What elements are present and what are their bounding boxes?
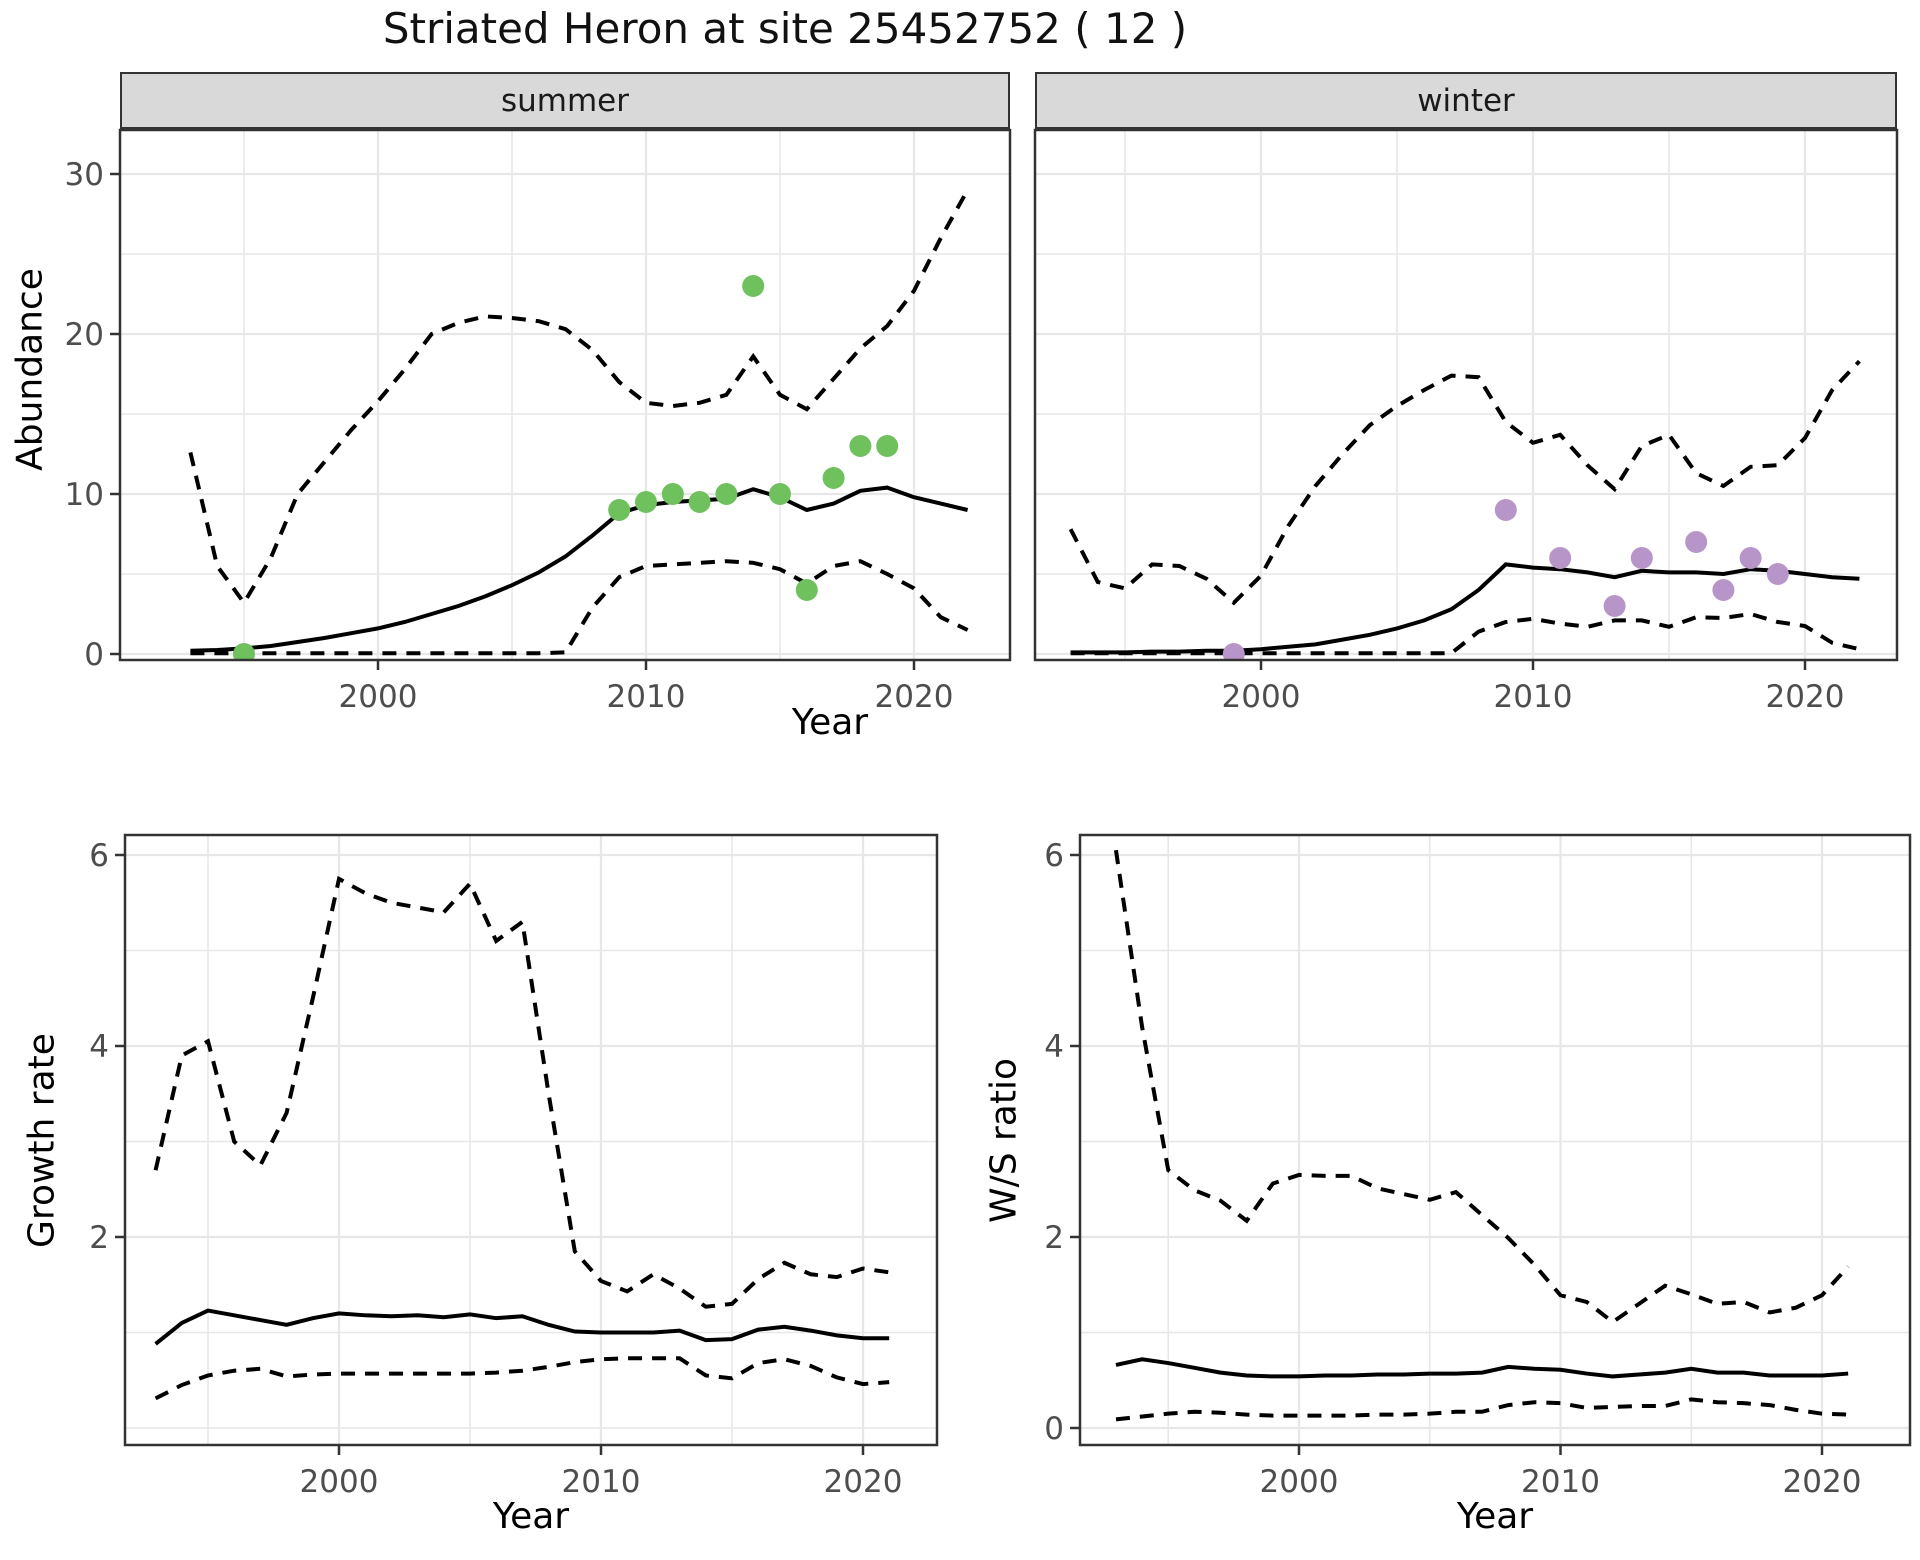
series-upper_ci	[1068, 359, 1861, 606]
axis-ticks: 2000 2010 2020 0 10 20 30	[65, 157, 954, 715]
gridlines	[120, 130, 1010, 660]
series-lower_ci	[1070, 611, 1860, 656]
series-median	[154, 1308, 890, 1346]
axis-ticks: 2000 2010 2020 2 4 6	[89, 838, 902, 1500]
y-tick-label: 20	[65, 317, 104, 353]
x-tick-label: 2000	[1260, 1464, 1339, 1500]
panel-abundance-summer: 2000 2010 2020 0 10 20 30	[65, 128, 1012, 715]
data-point	[688, 491, 711, 513]
gridlines	[1080, 835, 1910, 1445]
x-axis-title-year-bottom-left: Year	[492, 1496, 570, 1537]
y-tick-label: 6	[89, 838, 109, 874]
y-tick-label: 6	[1044, 838, 1064, 874]
y-tick-label: 0	[84, 637, 104, 673]
x-axis-title-year-bottom-right: Year	[1456, 1496, 1534, 1537]
data-point	[608, 499, 631, 521]
data-point	[1739, 547, 1762, 569]
data-point	[795, 579, 818, 601]
data-point	[822, 467, 845, 489]
x-tick-label: 2020	[875, 679, 954, 715]
data-point	[1549, 547, 1572, 569]
y-tick-label: 4	[89, 1029, 109, 1065]
data-point	[1685, 531, 1708, 553]
y-axis-title-abundance: Abundance	[9, 268, 51, 471]
data-point	[1222, 643, 1245, 660]
data-point	[769, 483, 791, 505]
x-axis-title-year-top: Year	[791, 702, 869, 743]
y-tick-label: 2	[89, 1220, 109, 1256]
data-point	[876, 435, 899, 457]
data-point	[1712, 579, 1735, 601]
x-tick-label: 2010	[1521, 1464, 1600, 1500]
facet-strip-winter: winter	[1035, 72, 1897, 129]
x-tick-label: 2000	[339, 679, 418, 715]
facet-strip-summer: summer	[120, 72, 1010, 129]
series-median	[1070, 562, 1860, 655]
gridlines	[1035, 130, 1897, 660]
x-tick-label: 2000	[300, 1464, 379, 1500]
gridlines	[125, 835, 937, 1445]
series-upper_ci	[153, 875, 890, 1309]
x-tick-label: 2020	[824, 1464, 903, 1500]
series-median	[190, 485, 969, 653]
panel-border	[123, 833, 939, 1447]
data-point	[1630, 547, 1653, 569]
panel-border	[1078, 833, 1912, 1447]
x-tick-label: 2020	[1766, 679, 1845, 715]
data-point	[742, 275, 765, 297]
series-lower_ci	[1115, 1397, 1849, 1422]
x-tick-label: 2010	[562, 1464, 641, 1500]
observed-abundance-winter	[1222, 499, 1789, 660]
panel-abundance-winter: 2000 2010 2020	[1033, 128, 1899, 715]
observed-abundance-summer	[233, 275, 899, 660]
x-tick-label: 2010	[607, 679, 686, 715]
series-lower_ci	[190, 559, 969, 656]
data-point	[1603, 595, 1626, 617]
y-tick-label: 2	[1044, 1220, 1064, 1256]
x-tick-label: 2010	[1494, 679, 1573, 715]
panel-border	[1033, 128, 1899, 662]
series-upper_ci	[188, 189, 970, 607]
y-tick-label: 4	[1044, 1029, 1064, 1065]
figure-title: Striated Heron at site 25452752 ( 12 )	[382, 4, 1188, 53]
y-axis-title-ws-ratio: W/S ratio	[983, 1057, 1025, 1224]
data-point	[661, 483, 684, 505]
y-tick-label: 10	[65, 477, 104, 513]
panel-border	[118, 128, 1012, 662]
y-axis-title-growth-rate: Growth rate	[21, 1033, 63, 1248]
x-tick-label: 2020	[1783, 1464, 1862, 1500]
y-tick-label: 30	[65, 157, 104, 193]
panel-ws-ratio: 2000 2010 2020 0 2 4 6	[1044, 833, 1912, 1500]
data-point	[715, 483, 738, 505]
data-point	[233, 643, 255, 660]
axis-ticks: 2000 2010 2020 0 2 4 6	[1044, 838, 1861, 1500]
data-point	[635, 491, 657, 513]
x-tick-label: 2000	[1222, 679, 1301, 715]
series-median	[1115, 1357, 1849, 1379]
y-tick-label: 0	[1044, 1411, 1064, 1447]
data-point	[1766, 563, 1789, 585]
axis-ticks: 2000 2010 2020	[1222, 660, 1845, 715]
series-lower_ci	[154, 1356, 890, 1401]
series-upper_ci	[1113, 849, 1850, 1325]
data-point	[849, 435, 872, 457]
panel-growth-rate: 2000 2010 2020 2 4 6	[89, 833, 939, 1500]
data-point	[1494, 499, 1517, 521]
